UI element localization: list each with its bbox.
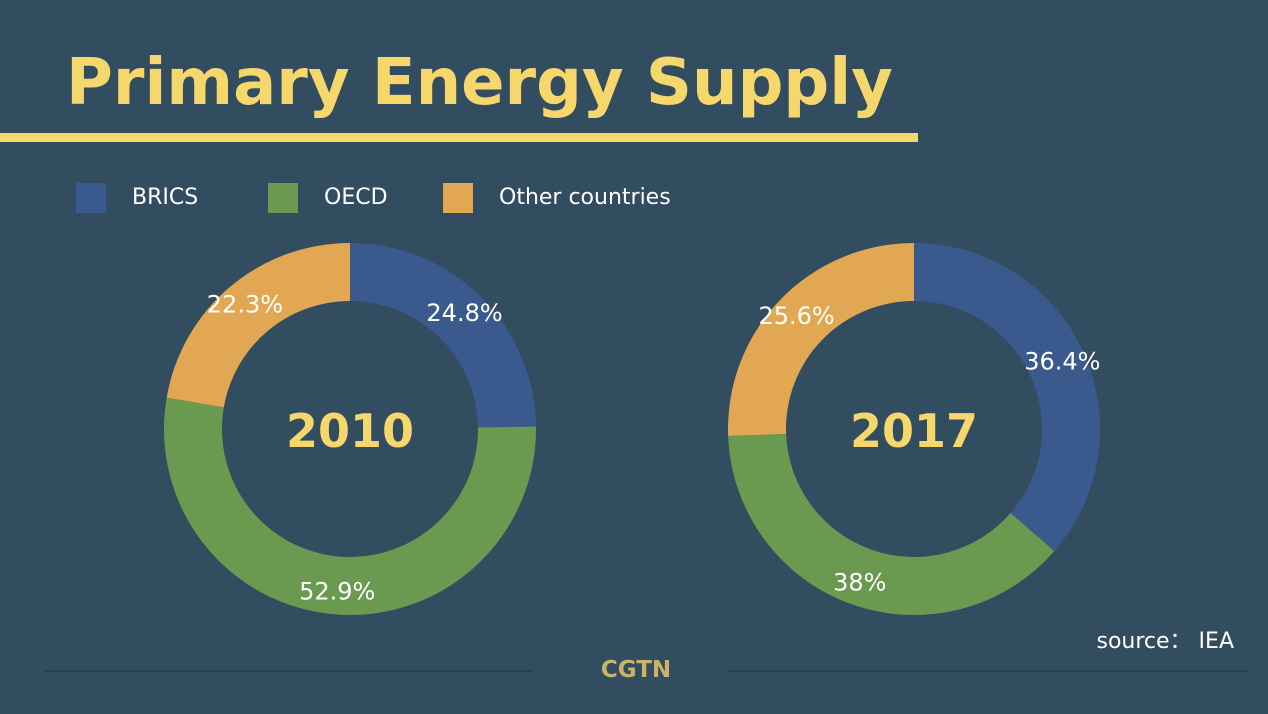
legend-label-oecd: OECD [324,185,388,210]
legend-swatch-brics [76,183,106,213]
donut-chart-2017: 36.4% 38% 25.6% 2017 [728,243,1100,616]
slice-oecd-2010 [163,397,536,616]
legend-label-other-countries: Other countries [499,185,671,210]
legend-swatch-oecd [268,183,298,213]
data-label-other-countries-2017: 25.6% [758,302,834,330]
data-label-oecd-2010: 52.9% [299,577,375,605]
data-label-brics-2017: 36.4% [1024,347,1100,375]
brand-logo: CGTN [600,657,672,683]
data-label-other-countries-2010: 22.3% [207,290,283,318]
slice-oecd-2017 [728,433,1055,616]
page-title: Primary Energy Supply [66,46,893,120]
data-label-brics-2010: 24.8% [426,299,502,327]
footer-divider-left [44,670,532,672]
legend-label-brics: BRICS [132,185,199,210]
center-year-label: 2017 [850,404,978,458]
slice-other-countries-2017 [728,243,914,437]
center-year-label: 2010 [286,404,414,458]
donut-chart-2010: 24.8% 52.9% 22.3% 2010 [163,243,536,616]
slice-other-countries-2010 [166,243,350,408]
source-note: source： IEA [1096,629,1235,654]
slice-brics-2017 [914,243,1100,552]
data-label-oecd-2017: 38% [833,569,886,597]
slice-brics-2010 [350,243,536,428]
legend-swatch-other-countries [443,183,473,213]
footer-divider-right [727,670,1247,672]
title-underline [0,133,918,142]
